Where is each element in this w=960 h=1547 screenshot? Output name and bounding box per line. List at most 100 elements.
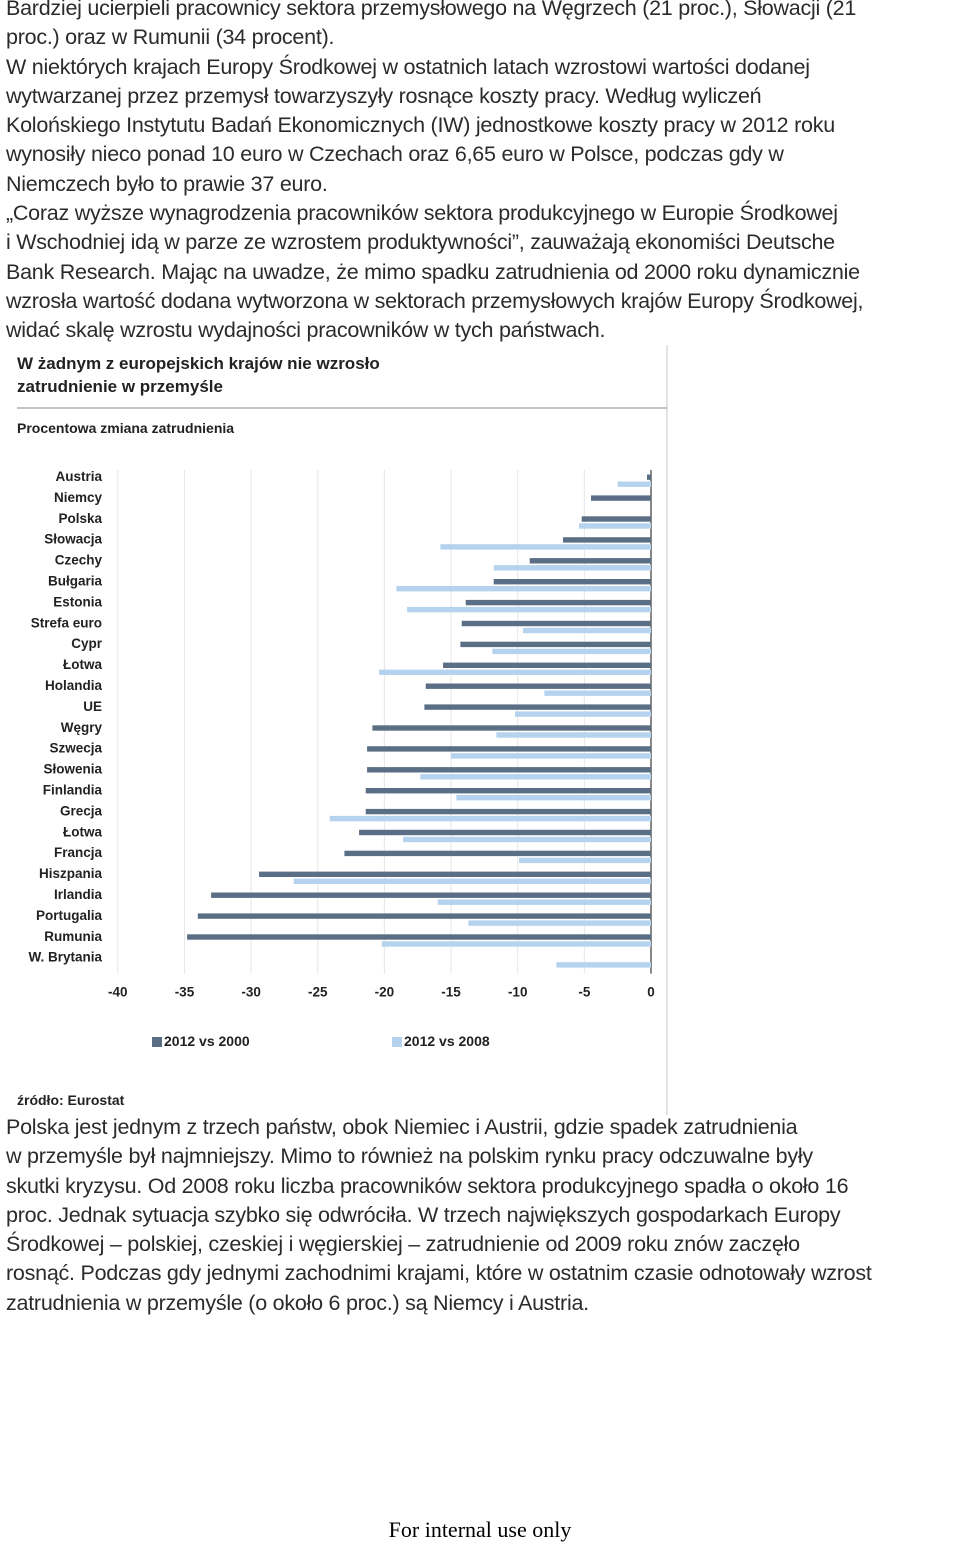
bar-2012-vs-2000 <box>344 850 651 857</box>
bar-2012-vs-2008 <box>496 732 651 738</box>
bar-2012-vs-2008 <box>379 669 651 675</box>
bar-2012-vs-2000 <box>465 599 651 606</box>
bar-2012-vs-2008 <box>403 836 651 843</box>
bar-2012-vs-2008 <box>456 795 651 801</box>
bar-2012-vs-2000 <box>367 746 651 752</box>
employment-chart: W żadnym z europejskich krajów nie wzros… <box>17 345 668 1115</box>
legend-label-2008: 2012 vs 2008 <box>404 1033 490 1049</box>
legend: 2012 vs 2000 2012 vs 2008 <box>152 1033 490 1049</box>
x-tick-label: -15 <box>441 985 461 1000</box>
text-line: Bank Research. Mając na uwadze, że mimo … <box>6 259 860 284</box>
bar-2012-vs-2008 <box>579 523 651 529</box>
chart-title-line-2: zatrudnienie w przemyśle <box>17 377 223 396</box>
bar-2012-vs-2000 <box>365 788 651 794</box>
text-line: wytwarzanej przez przemysł towarzyszyły … <box>6 83 762 108</box>
category-label: Grecja <box>60 803 103 818</box>
category-label: Strefa euro <box>31 615 102 630</box>
bar-2012-vs-2000 <box>443 662 651 668</box>
category-label: Bułgaria <box>48 574 103 589</box>
x-tick-label: -20 <box>375 985 395 1000</box>
bar-2012-vs-2008 <box>492 648 651 655</box>
bar-2012-vs-2008 <box>523 627 651 634</box>
bar-2012-vs-2008 <box>519 857 651 864</box>
bar-2012-vs-2000 <box>529 558 651 564</box>
category-label: Słowenia <box>43 762 102 777</box>
chart-subtitle: Procentowa zmiana zatrudnienia <box>17 420 234 436</box>
bar-2012-vs-2000 <box>365 808 651 815</box>
category-label: Szwecja <box>49 741 102 756</box>
text-line: rosnąć. Podczas gdy jednymi zachodnimi k… <box>6 1261 872 1286</box>
legend-swatch-2008 <box>392 1037 402 1047</box>
x-tick-label: -5 <box>578 985 590 1000</box>
bar-2012-vs-2000 <box>359 829 651 836</box>
text-line: Niemczech było to prawie 37 euro. <box>6 171 328 196</box>
bar-2012-vs-2008 <box>329 815 651 822</box>
text-line: i Wschodniej idą w parze ze wzrostem pro… <box>6 230 835 255</box>
category-label: Austria <box>55 469 102 484</box>
paragraph-top: Bardziej ucierpieli pracownicy sektora p… <box>6 0 960 346</box>
bar-2012-vs-2008 <box>451 753 651 759</box>
bar-2012-vs-2000 <box>197 913 651 919</box>
bar-2012-vs-2000 <box>425 683 651 689</box>
category-label: Holandia <box>45 678 102 693</box>
bar-2012-vs-2000 <box>259 871 651 877</box>
x-tick-label: 0 <box>647 985 655 1000</box>
bar-2012-vs-2000 <box>460 641 651 648</box>
category-label: Czechy <box>55 553 103 568</box>
category-labels: Austria Niemcy Polska Słowacja Czechy Bułgari… <box>28 469 102 965</box>
bar-2012-vs-2008 <box>396 586 651 592</box>
x-tick-label: -25 <box>308 985 328 1000</box>
text-line: wzrosła wartość dodana wytworzona w sekt… <box>6 288 864 313</box>
category-label: Węgry <box>61 720 103 735</box>
text-line: Bardziej ucierpieli pracownicy sektora p… <box>6 0 857 20</box>
bar-2012-vs-2000 <box>563 537 651 543</box>
category-label: Estonia <box>53 594 102 609</box>
x-tick-label: -40 <box>108 985 128 1000</box>
bar-2012-vs-2000 <box>211 892 652 898</box>
bar-2012-vs-2008 <box>440 544 651 550</box>
text-line: Polska jest jednym z trzech państw, obok… <box>6 1115 798 1139</box>
bar-2012-vs-2008 <box>493 565 651 571</box>
category-label: Polska <box>58 511 102 526</box>
bar-2012-vs-2000 <box>187 934 651 940</box>
bar-2012-vs-2008 <box>437 899 651 905</box>
bar-2012-vs-2000 <box>647 474 651 480</box>
bar-2012-vs-2008 <box>381 941 651 947</box>
category-label: Niemcy <box>54 490 103 505</box>
text-line: proc.) oraz w Rumunii (34 procent). <box>6 25 335 50</box>
category-label: Cypr <box>71 636 103 651</box>
text-line: Środkowej – polskiej, czeskiej i węgiers… <box>6 1232 800 1257</box>
bar-2012-vs-2008 <box>293 878 651 884</box>
x-tick-label: -10 <box>508 985 528 1000</box>
x-axis-ticks: -40 -35 -30 -25 -20 -15 -10 -5 0 <box>108 985 655 1000</box>
x-tick-label: -35 <box>175 985 195 1000</box>
category-label: Słowacja <box>44 532 102 547</box>
text-line: wynosiły nieco ponad 10 euro w Czechach … <box>6 142 784 167</box>
bars <box>187 474 652 968</box>
chart-title-line-1: W żadnym z europejskich krajów nie wzros… <box>17 354 380 373</box>
bar-2012-vs-2008 <box>556 962 651 968</box>
bar-2012-vs-2000 <box>591 495 651 501</box>
bar-2012-vs-2000 <box>493 579 651 585</box>
category-label: Łotwa <box>63 657 102 672</box>
bar-2012-vs-2000 <box>372 725 651 731</box>
bar-2012-vs-2008 <box>407 606 651 613</box>
category-label: Irlandia <box>54 887 103 902</box>
category-label: Łotwa <box>63 824 102 839</box>
bar-2012-vs-2000 <box>424 704 651 710</box>
x-tick-label: -30 <box>241 985 261 1000</box>
text-line: proc. Jednak sytuacja szybko się odwróci… <box>6 1202 841 1227</box>
footer-note: For internal use only <box>388 1517 572 1542</box>
category-label: Finlandia <box>43 783 103 798</box>
paragraph-bottom: Polska jest jednym z trzech państw, obok… <box>6 1113 960 1318</box>
legend-swatch-2000 <box>152 1037 162 1047</box>
text-line: W niektórych krajach Europy Środkowej w … <box>6 54 810 79</box>
text-line: widać skalę wzrostu wydajności pracownik… <box>6 318 606 343</box>
text-line: skutki kryzysu. Od 2008 roku liczba prac… <box>6 1173 849 1198</box>
bar-2012-vs-2008 <box>617 481 651 487</box>
employment-chart-figure: W żadnym z europejskich krajów nie wzros… <box>0 345 960 1120</box>
text-line: Kolońskiego Instytutu Badań Ekonomicznyc… <box>6 113 835 138</box>
bar-2012-vs-2000 <box>461 620 651 627</box>
bar-2012-vs-2008 <box>468 920 651 926</box>
bar-2012-vs-2008 <box>515 711 651 717</box>
